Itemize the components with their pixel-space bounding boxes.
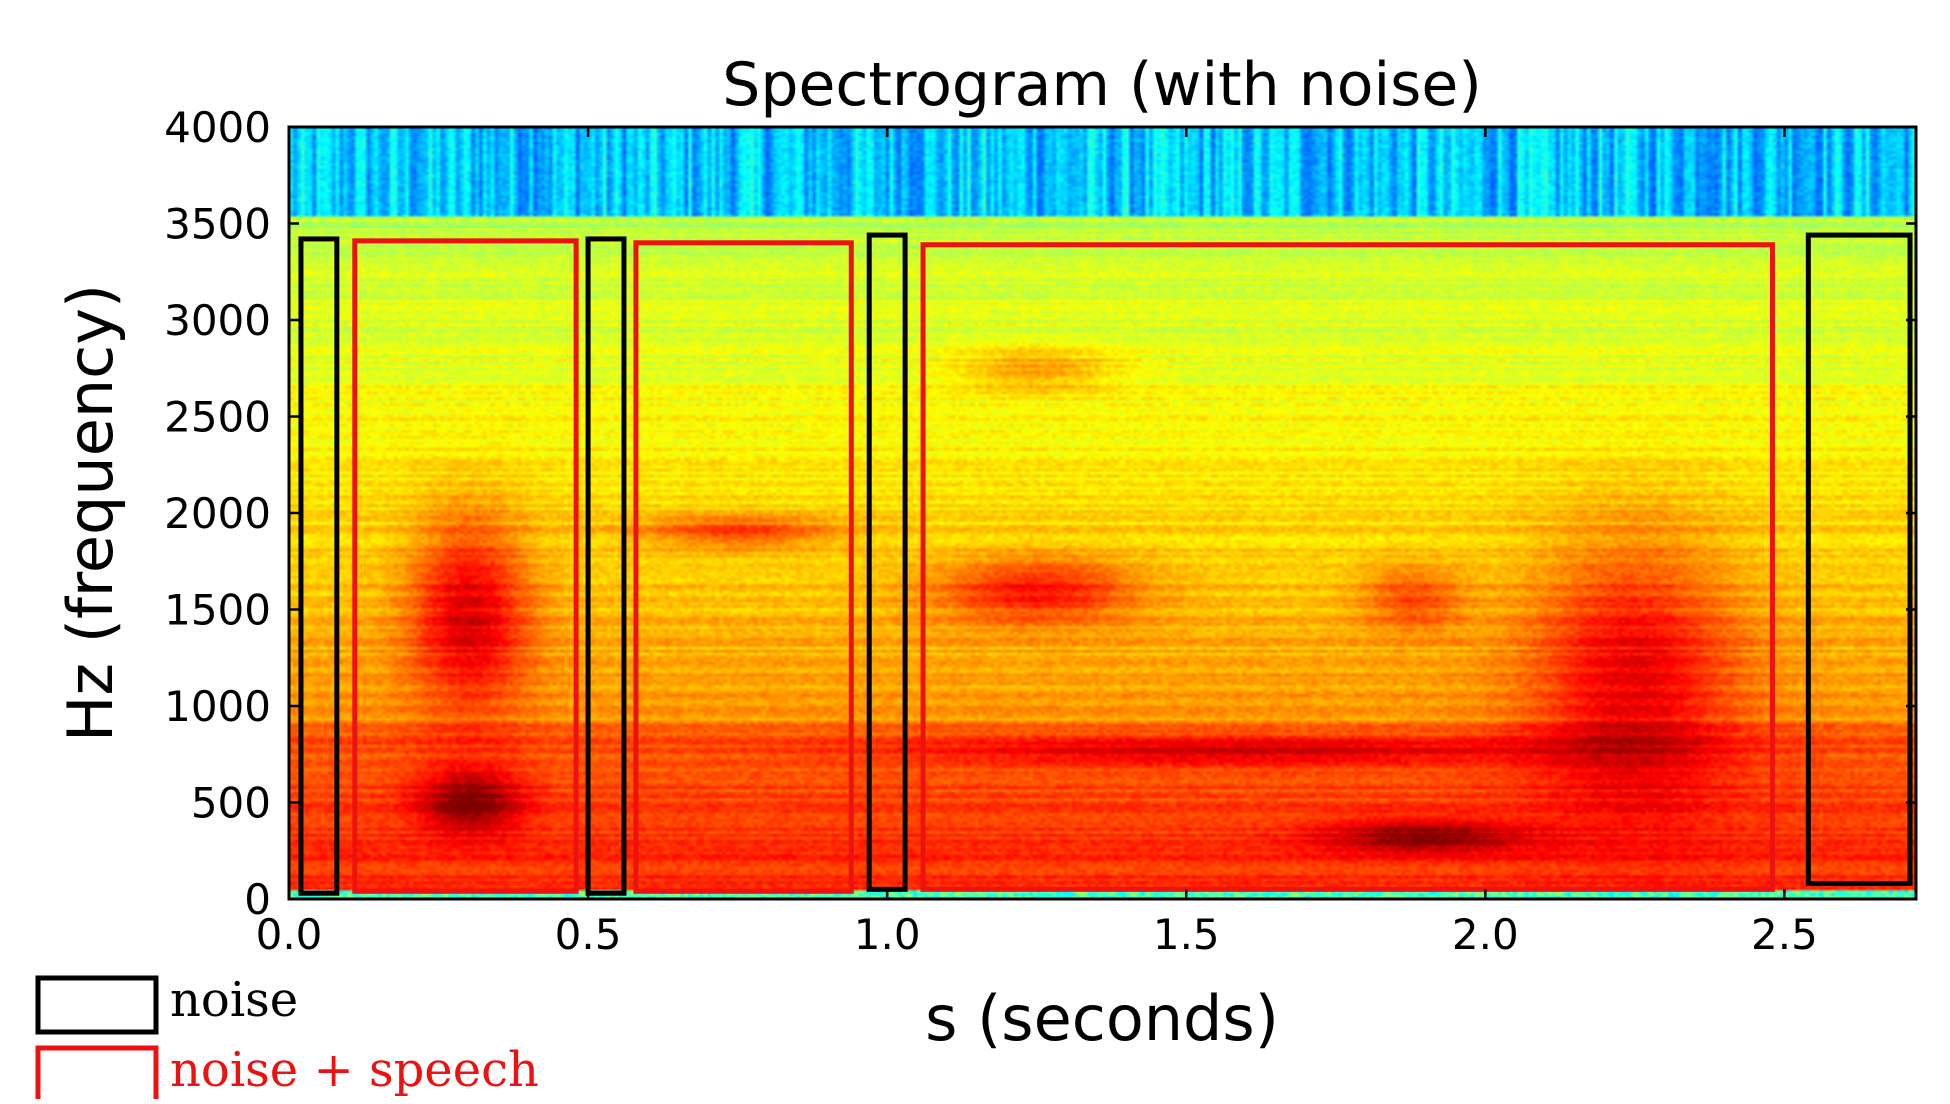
- x-tick-label-1: 0.5: [555, 910, 622, 959]
- y-tick-label-2: 1000: [164, 682, 271, 731]
- y-tick-label-3: 1500: [164, 586, 271, 635]
- x-tick-label-3: 1.5: [1153, 910, 1220, 959]
- x-tick-label-5: 2.5: [1751, 910, 1818, 959]
- legend-label-noise: noise: [170, 972, 298, 1028]
- x-tick-label-4: 2.0: [1452, 910, 1519, 959]
- y-tick-label-4: 2000: [164, 489, 271, 538]
- x-tick-label-2: 1.0: [854, 910, 921, 959]
- legend-label-noise-speech: noise + speech: [170, 1042, 539, 1098]
- y-tick-label-1: 500: [191, 779, 271, 828]
- y-tick-label-6: 3000: [164, 296, 271, 345]
- y-tick-label-8: 4000: [164, 103, 271, 152]
- y-axis-label: Hz (frequency): [54, 284, 127, 742]
- x-axis-label: s (seconds): [925, 982, 1279, 1055]
- y-tick-label-0: 0: [244, 875, 271, 924]
- y-tick-label-7: 3500: [164, 200, 271, 249]
- chart-title: Spectrogram (with noise): [722, 50, 1481, 120]
- y-tick-label-5: 2500: [164, 393, 271, 442]
